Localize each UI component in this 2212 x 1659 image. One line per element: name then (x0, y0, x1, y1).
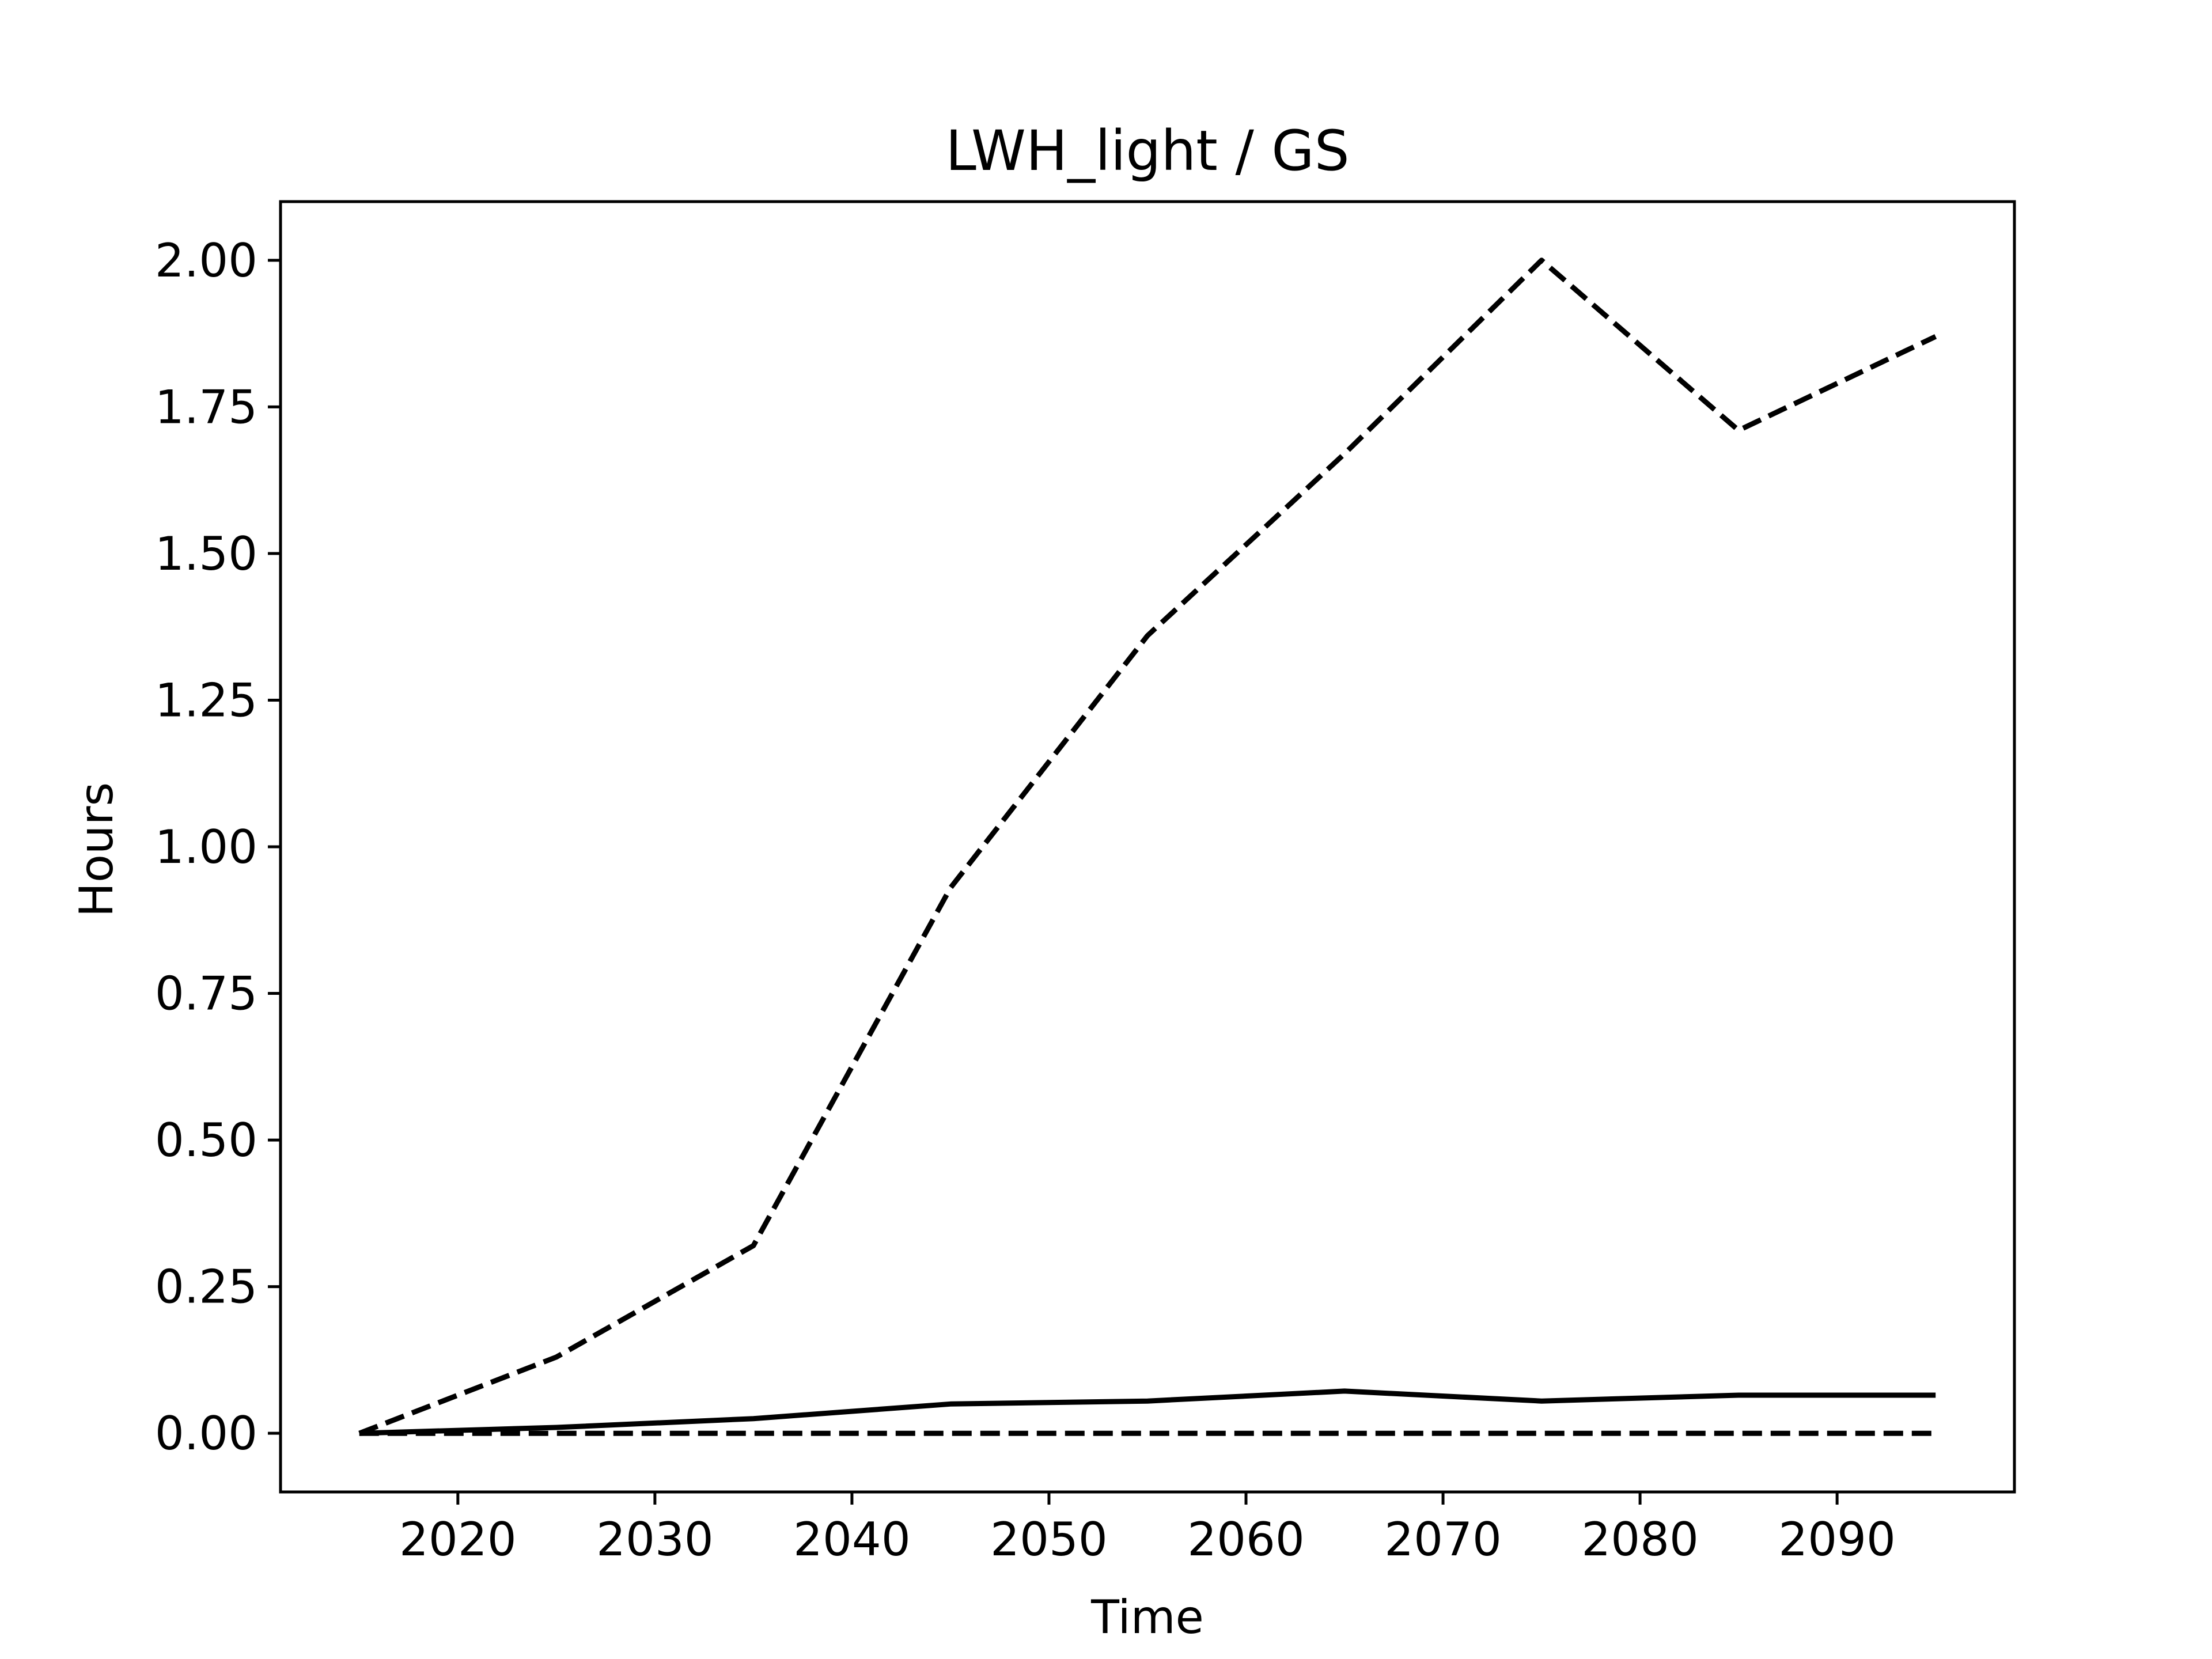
y-tick-label: 0.00 (155, 1407, 257, 1460)
y-tick-label: 1.50 (155, 527, 257, 581)
chart-title: LWH_light / GS (945, 119, 1349, 183)
x-tick-label: 2040 (793, 1513, 911, 1566)
x-tick-label: 2060 (1187, 1513, 1305, 1566)
x-tick-label: 2080 (1581, 1513, 1699, 1566)
x-axis-label: Time (1090, 1590, 1204, 1644)
y-axis-label: Hours (70, 782, 123, 917)
y-tick-label: 0.75 (155, 967, 257, 1021)
series-line-2 (359, 1388, 1936, 1436)
plot-frame (279, 200, 2016, 1494)
x-tick-label: 2050 (990, 1513, 1108, 1566)
y-tick-label: 2.00 (155, 234, 257, 287)
y-tick-label: 1.00 (155, 820, 257, 874)
series-layer (358, 257, 1937, 1436)
series-line-1 (358, 257, 1937, 1436)
y-tick-label: 0.50 (155, 1113, 257, 1167)
y-tick-label: 0.25 (155, 1260, 257, 1314)
y-tick-label: 1.75 (155, 380, 257, 434)
y-tick-label: 1.25 (155, 673, 257, 727)
x-tick-label: 2020 (399, 1513, 517, 1566)
x-tick-label: 2070 (1384, 1513, 1502, 1566)
x-tick-label: 2030 (596, 1513, 714, 1566)
ticks-layer: 2020 2030 2040 2050 2060 2070 2080 2090 0.00 0.25… (155, 234, 1896, 1566)
x-tick-label: 2090 (1778, 1513, 1896, 1566)
